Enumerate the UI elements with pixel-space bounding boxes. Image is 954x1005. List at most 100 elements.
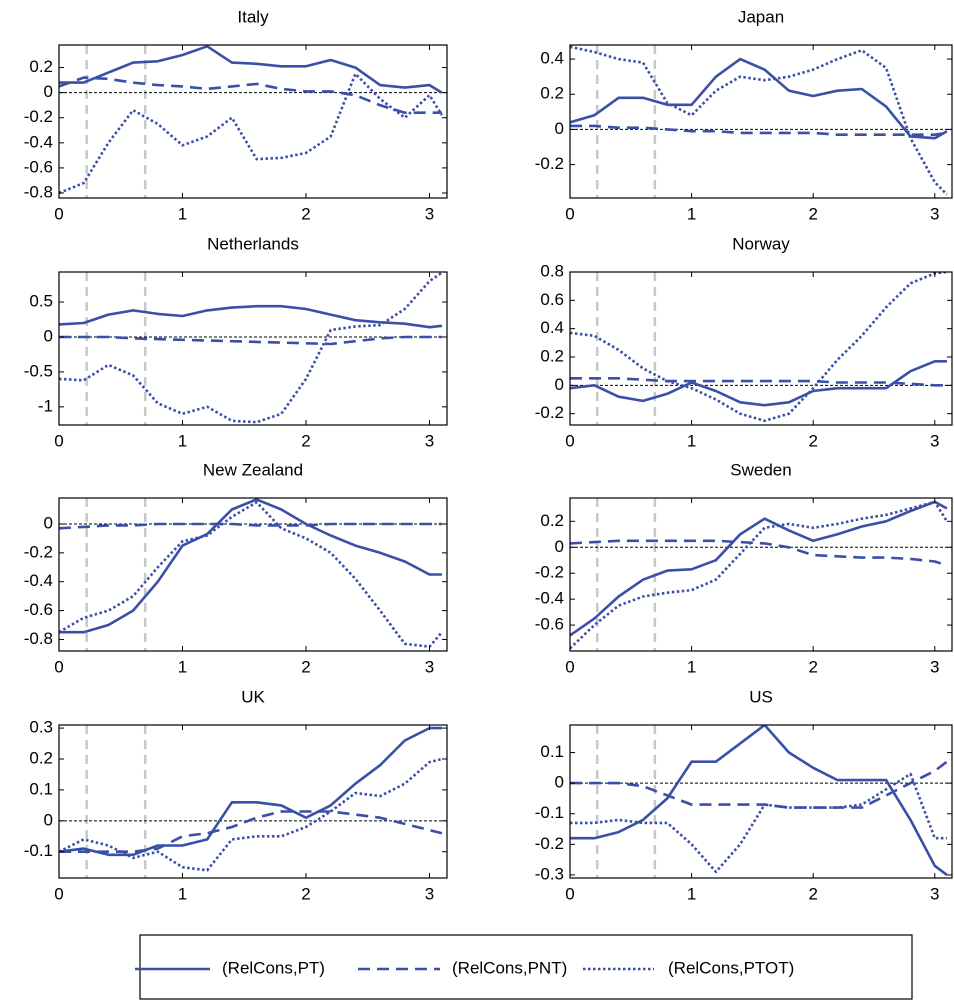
plot-frame (569, 724, 953, 879)
series-line (570, 725, 948, 876)
panel-title: US (749, 687, 773, 706)
x-tick-label: 1 (687, 204, 696, 223)
y-tick-label: 0 (44, 810, 53, 829)
y-tick-label: -0.2 (535, 154, 564, 173)
panel-title: Norway (732, 234, 790, 253)
y-tick-label: -0.1 (24, 841, 53, 860)
series-line (570, 500, 948, 637)
x-tick-label: 3 (425, 204, 434, 223)
series-line (570, 500, 949, 650)
series-line (59, 76, 442, 114)
y-tick-label: 0 (555, 537, 564, 556)
x-tick-label: 3 (425, 884, 434, 903)
series-line (570, 772, 947, 874)
y-tick-label: 0 (44, 513, 53, 532)
y-tick-label: 0.5 (29, 292, 53, 311)
y-tick-label: -0.1 (535, 803, 564, 822)
legend-box (139, 934, 913, 1000)
panel-title: Japan (738, 7, 784, 26)
series-line (570, 539, 948, 567)
series-line (59, 272, 443, 424)
y-tick-label: -0.2 (535, 403, 564, 422)
x-tick-label: 1 (178, 431, 187, 450)
legend-label: (RelCons,PNT) (452, 958, 567, 977)
x-tick-label: 3 (930, 431, 939, 450)
plot-frame (569, 497, 953, 652)
panel-title: Italy (237, 7, 269, 26)
y-tick-label: 0 (555, 119, 564, 138)
x-tick-label: 0 (54, 657, 63, 676)
x-tick-label: 3 (425, 657, 434, 676)
y-tick-label: -0.3 (535, 864, 564, 883)
x-tick-label: 2 (808, 884, 817, 903)
y-tick-label: -0.8 (24, 182, 53, 201)
x-tick-label: 0 (565, 657, 574, 676)
x-tick-label: 2 (808, 431, 817, 450)
series-line (59, 726, 442, 857)
x-tick-label: 3 (930, 204, 939, 223)
panel-title: Sweden (730, 460, 791, 479)
plot-frame (569, 44, 953, 199)
x-tick-label: 2 (301, 431, 310, 450)
series-line (570, 124, 948, 136)
plot-frame (58, 44, 448, 199)
y-tick-label: 0.6 (540, 290, 564, 309)
series-line (570, 377, 947, 387)
x-tick-label: 1 (178, 657, 187, 676)
y-tick-label: -0.2 (24, 542, 53, 561)
y-tick-label: 0.4 (540, 49, 564, 68)
y-tick-label: 0.4 (540, 318, 564, 337)
y-tick-label: 0.8 (540, 261, 564, 280)
x-tick-label: 0 (54, 204, 63, 223)
x-tick-label: 0 (565, 884, 574, 903)
x-tick-label: 2 (808, 657, 817, 676)
y-tick-label: 0 (44, 82, 53, 101)
legend-label: (RelCons,PTOT) (668, 958, 794, 977)
y-tick-label: -1 (38, 396, 53, 415)
series-line (59, 72, 444, 195)
series-line (59, 810, 443, 853)
x-tick-label: 0 (54, 884, 63, 903)
y-tick-label: -0.8 (24, 629, 53, 648)
y-tick-label: -0.2 (535, 834, 564, 853)
x-tick-label: 2 (301, 657, 310, 676)
plot-frame (58, 724, 448, 879)
panel-title: UK (241, 687, 265, 706)
y-tick-label: -0.6 (535, 615, 564, 634)
x-tick-label: 2 (301, 884, 310, 903)
x-tick-label: 1 (687, 657, 696, 676)
y-tick-label: -0.4 (24, 132, 53, 151)
series-line (570, 360, 947, 407)
y-tick-label: 0.3 (29, 718, 53, 737)
series-line (59, 498, 442, 634)
series-line (59, 757, 443, 872)
series-line (59, 304, 443, 329)
series-line (570, 45, 948, 196)
x-tick-label: 0 (54, 431, 63, 450)
x-tick-label: 1 (178, 204, 187, 223)
series-line (59, 45, 443, 94)
series-line (59, 522, 442, 530)
x-tick-label: 1 (687, 431, 696, 450)
x-tick-label: 0 (565, 431, 574, 450)
x-tick-label: 3 (930, 884, 939, 903)
y-tick-label: 0.2 (540, 84, 564, 103)
y-tick-label: 0.2 (540, 511, 564, 530)
plot-frame (58, 497, 448, 652)
y-tick-label: 0 (44, 326, 53, 345)
x-tick-label: 2 (808, 204, 817, 223)
x-tick-label: 3 (425, 431, 434, 450)
y-tick-label: 0.1 (540, 742, 564, 761)
legend-label: (RelCons,PT) (222, 958, 325, 977)
y-tick-label: -0.6 (24, 600, 53, 619)
series-line (570, 57, 948, 140)
x-tick-label: 0 (565, 204, 574, 223)
y-tick-label: 0.2 (29, 57, 53, 76)
x-tick-label: 2 (301, 204, 310, 223)
series-line (59, 335, 442, 346)
x-tick-label: 1 (687, 884, 696, 903)
y-tick-label: -0.2 (535, 563, 564, 582)
y-tick-label: -0.4 (24, 571, 53, 590)
y-tick-label: -0.4 (535, 589, 564, 608)
panel-title: New Zealand (203, 460, 303, 479)
